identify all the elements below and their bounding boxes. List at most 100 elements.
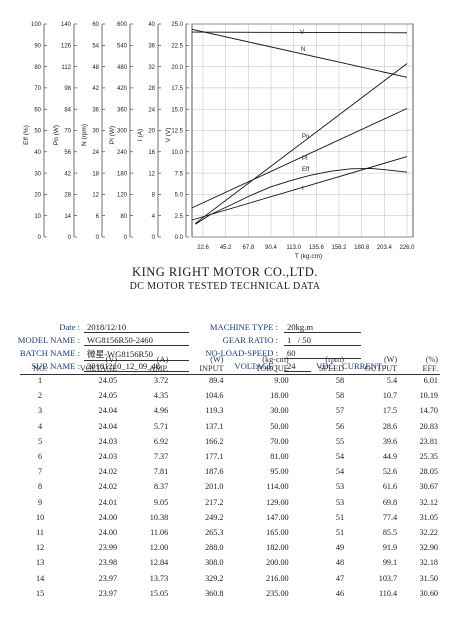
y-tick-label: 100 [31,22,42,28]
series-label-v: V [300,30,304,36]
table-cell: 81.00 [270,452,289,462]
y-tick-label: 16 [148,150,155,156]
performance-chart: 22.6 45.2 67.8 90.4 113.0 135.6 158.2 180.8 203.… [23,22,415,260]
table-cell: 2 [38,391,43,401]
y-tick-label: 40 [148,22,155,28]
table-row: 2 24.05 4.35 104.6 18.00 58 10.7 10.19 [20,388,440,403]
table-cell: 23.97 [98,573,118,583]
table-cell: 49 [335,543,345,553]
x-tick-label: 226.0 [399,245,415,251]
y-tick-label: 0 [68,235,72,241]
y-tick-label: 15.0 [171,107,183,113]
y-tick-label: 7.5 [175,171,184,177]
table-cell: 56 [335,421,345,431]
table-cell: 14.70 [419,406,438,416]
table-cell: 5.4 [386,376,398,386]
table-cell: 8.37 [153,482,169,492]
table-cell: 44.9 [382,452,398,462]
column-header: TORQUE [255,364,289,373]
vdc-label: VDC [316,361,335,371]
y-axis-label: PI (W) [109,126,116,144]
series-line-i [191,156,408,221]
x-axis-label: T (kg.cm) [295,253,322,260]
table-cell: 53 [335,482,345,492]
table-cell: 147.00 [266,512,289,522]
y-tick-label: 10.0 [171,150,183,156]
voltage-value: 24 [284,361,311,372]
table-cell: 24.05 [98,391,118,401]
table-row: 4 24.04 5.71 137.1 50.00 56 28.6 20.83 [20,419,440,434]
table-cell: 6.01 [423,376,438,386]
table-cell: 32.12 [419,497,438,507]
table-cell: 249.2 [205,512,224,522]
sub-value: 20181210_12_09_48 [84,361,189,372]
date-label: Date : [59,322,80,332]
noload-label: NO-LOAD-SPEED : [205,348,278,358]
table-row: 1 24.05 3.72 89.4 9.00 58 5.4 6.01 [20,373,440,388]
table-cell: 54 [335,467,345,477]
unit-3: (W) [210,355,224,364]
unit-4: (kg-cm) [262,355,289,364]
table-cell: 30.60 [419,588,438,598]
y-tick-label: 32 [148,65,155,71]
column-header: INPUT [199,364,224,373]
table-cell: 11.06 [150,527,169,537]
table-cell: 103.7 [378,573,398,583]
table-cell: 31.50 [419,573,438,583]
table-cell: 17.5 [382,406,398,416]
batch-label: BATCH NAME : [19,348,80,358]
y-axis-label: I (A) [137,129,144,141]
y-tick-label: 14 [64,214,71,220]
batch-value: 微星-WG8156R50 [84,348,189,361]
x-tick-label: 203.4 [377,245,393,251]
series-label-i: I [302,186,304,192]
y-tick-label: 50 [34,129,41,135]
table-cell: 104.6 [205,391,224,401]
table-cell: 39.6 [382,436,398,446]
table-cell: 7 [38,467,43,477]
table-cell: 69.8 [382,497,398,507]
table-cell: 5.71 [153,421,169,431]
table-cell: 187.6 [205,467,224,477]
series-label-eff: Eff [302,167,310,173]
sub-label: SUB NAME : [31,361,80,371]
chart-grid [191,23,414,238]
table-row: 11 24.00 11.06 265.3 165.00 51 85.5 32.22 [20,525,440,540]
table-cell: 137.1 [205,421,224,431]
table-cell: 12 [35,543,45,553]
date-value: 2018/12/10 [84,322,189,333]
table-cell: 182.00 [266,543,289,553]
y-tick-label: 70 [64,129,71,135]
table-cell: 23.99 [98,543,118,553]
y-tick-label: 98 [64,86,71,92]
units-row: (V) (A) (W) (kg-cm) (rpm) (W) (%) [20,355,440,364]
table-cell: 24.02 [98,482,118,492]
table-cell: 50.00 [270,421,289,431]
x-tick-label: 45.2 [220,245,232,251]
series-line-n [191,28,408,78]
table-cell: 28.6 [382,421,398,431]
y-tick-label: 22.5 [171,44,183,50]
info-block: Date : 2018/12/10 MODEL NAME : WG8156R50… [0,322,450,382]
y-tick-label: 6 [96,214,100,220]
table-cell: 216.00 [266,573,289,583]
table-cell: 48 [335,558,345,568]
table-cell: 10.19 [419,391,438,401]
y-tick-label: 540 [117,44,128,50]
table-cell: 24.01 [98,497,118,507]
table-cell: 32.90 [419,543,438,553]
y-tick-label: 480 [117,65,128,71]
x-tick-label: 180.8 [354,245,370,251]
columns-row: NO. VOLTAGE AMP. INPUT TORQUE SPEED OUTPUT EFF. [20,364,440,373]
y-tick-label: 30 [92,129,99,135]
table-cell: 24.04 [98,421,118,431]
table-cell: 15 [35,588,45,598]
y-tick-label: 0 [152,235,156,241]
table-cell: 28.05 [419,467,438,477]
x-tick-label: 113.0 [286,245,301,251]
series-line-eff [195,167,408,225]
table-cell: 24.03 [98,436,118,446]
table-cell: 99.1 [382,558,398,568]
y-tick-label: 17.5 [171,86,183,92]
y-tick-label: 90 [34,44,41,50]
